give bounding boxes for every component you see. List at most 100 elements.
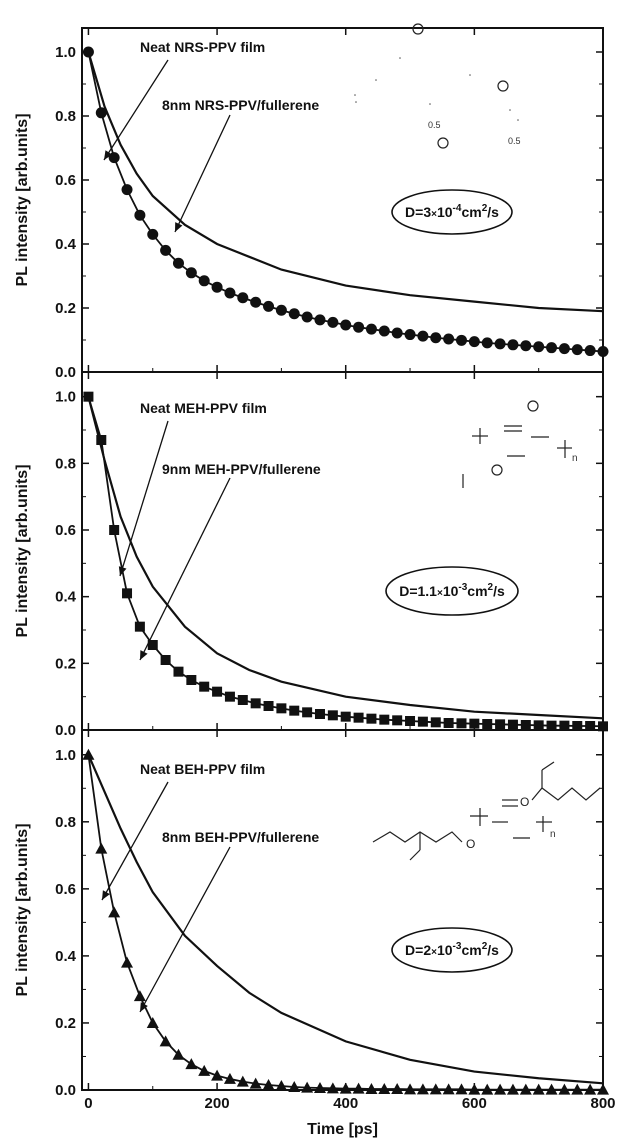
data-point	[559, 720, 570, 731]
data-point	[314, 709, 325, 719]
data-point	[198, 275, 210, 287]
data-point	[327, 316, 339, 328]
data-point	[263, 300, 275, 312]
structure-dot	[517, 119, 519, 121]
data-point	[405, 716, 416, 726]
data-point	[455, 1083, 468, 1095]
panel-2: 0.0 0.2 0.4 0.6 0.8 1.0 PL intensity [arb.unit…	[14, 371, 608, 739]
y-tick-label: 0.2	[55, 300, 76, 317]
annotation-arrow	[139, 846, 231, 1013]
data-point	[404, 1083, 417, 1095]
x-tick-label: 600	[462, 1095, 487, 1112]
structure-chain	[372, 831, 463, 843]
data-point	[82, 46, 94, 58]
data-point	[199, 681, 210, 692]
data-point	[533, 720, 544, 731]
data-point	[404, 329, 416, 341]
chemical-structure: n	[462, 400, 578, 488]
data-point	[545, 1083, 558, 1095]
annotation-blend: 9nm MEH-PPV/fullerene	[162, 461, 321, 477]
x-tick-label: 400	[333, 1095, 358, 1112]
annotation-neat: Neat BEH-PPV film	[140, 761, 265, 777]
data-point	[507, 339, 519, 351]
data-point	[584, 1083, 597, 1095]
diffusion-label-suffix: /s	[487, 204, 499, 220]
data-point	[147, 228, 159, 240]
data-point	[366, 713, 377, 724]
data-point	[212, 686, 223, 697]
diffusion-label-base: 10	[437, 204, 453, 220]
diffusion-label-exp: -4	[453, 203, 462, 214]
data-point	[95, 107, 107, 119]
data-point	[468, 1083, 481, 1095]
data-point	[558, 1083, 571, 1095]
structure-atom	[412, 23, 424, 35]
data-point	[365, 1082, 378, 1094]
data-point	[223, 1072, 236, 1084]
data-point	[326, 1082, 339, 1094]
data-point	[455, 334, 467, 346]
data-point	[392, 715, 403, 726]
data-point	[133, 990, 146, 1002]
structure-label: 0.5	[508, 136, 521, 146]
x-axis-label: Time [ps]	[307, 1121, 378, 1138]
y-tick-label: 1.0	[55, 747, 76, 764]
data-point	[185, 267, 197, 279]
chemical-structure: 0.5 0.5	[354, 23, 521, 149]
data-point	[468, 336, 480, 348]
diffusion-label-unit-exp: 2	[482, 203, 488, 214]
data-point	[185, 1058, 198, 1070]
data-point	[391, 1082, 404, 1094]
data-point	[249, 1077, 262, 1089]
arrowhead	[102, 890, 110, 900]
data-point	[391, 327, 403, 339]
structure-atom	[491, 464, 503, 476]
annotation-blend: 8nm BEH-PPV/fullerene	[162, 829, 319, 845]
data-point	[558, 343, 570, 355]
structure-atom	[437, 137, 449, 149]
data-point	[276, 703, 287, 714]
data-point	[211, 1069, 224, 1081]
data-point	[186, 675, 197, 685]
data-point	[301, 311, 313, 323]
y-tick-label: 0.8	[55, 455, 76, 472]
data-point	[598, 721, 608, 732]
data-point	[82, 748, 95, 760]
data-point	[83, 391, 94, 402]
panel-1: 0.0 0.2 0.4 0.6 0.8 1.0 PL intensity [arb.unit…	[14, 23, 609, 381]
data-point	[584, 345, 596, 357]
diffusion-label-suffix: /s	[487, 942, 499, 958]
series-line	[87, 754, 604, 1085]
y-tick-label: 0.0	[55, 722, 76, 739]
diffusion-ellipse	[391, 189, 513, 235]
structure-atom	[497, 80, 509, 92]
chemical-structure: On O	[372, 761, 601, 861]
annotation-arrow	[174, 114, 231, 233]
y-tick-label: 0.0	[55, 364, 76, 381]
data-point	[95, 842, 108, 854]
series-line	[87, 51, 604, 313]
structure-label: n	[572, 453, 578, 464]
y-axis-label: PL intensity [arb.units]	[14, 823, 31, 996]
structure-label: O	[466, 837, 475, 851]
data-point	[456, 718, 467, 729]
data-point	[340, 319, 352, 331]
arrowhead	[104, 150, 113, 160]
data-point	[585, 721, 596, 731]
data-point	[482, 719, 493, 729]
structure-dot	[509, 109, 511, 111]
data-point	[224, 287, 236, 299]
diffusion-label-prefix: D=1.1	[399, 583, 437, 599]
data-point	[481, 1083, 494, 1095]
data-point	[378, 325, 390, 337]
data-point	[519, 1083, 532, 1095]
data-point	[416, 1083, 429, 1095]
data-point	[262, 1078, 275, 1090]
data-point	[417, 330, 429, 342]
data-point	[417, 716, 428, 727]
data-point	[159, 1035, 172, 1047]
annotation-arrow	[103, 59, 169, 161]
diffusion-label-exp: -3	[453, 941, 462, 952]
data-point	[302, 707, 313, 718]
diffusion-label-prefix: D=2	[405, 942, 431, 958]
